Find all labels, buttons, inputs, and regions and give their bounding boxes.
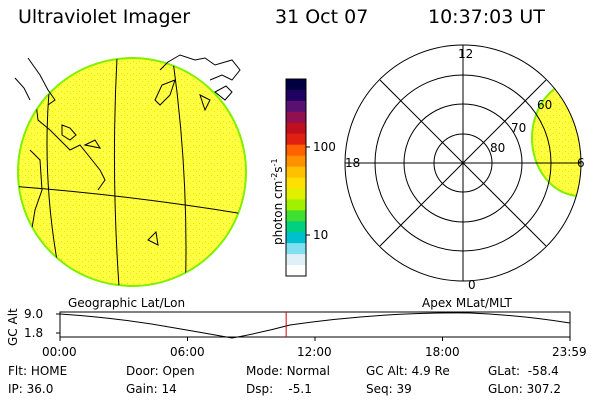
colorbar-cell xyxy=(286,232,306,244)
orbit-xtick-0600: 06:00 xyxy=(170,345,205,359)
colorbar-cell xyxy=(286,100,306,113)
orbit-ytick-min: 1.8 xyxy=(24,326,44,340)
lat-label-70: 70 xyxy=(511,121,527,135)
colorbar-cell xyxy=(286,265,306,277)
colorbar-cell xyxy=(286,144,306,157)
info-glat: GLat: -58.4 xyxy=(488,364,559,378)
info-door: Door: Open xyxy=(126,364,195,378)
colorbar-cell xyxy=(286,221,306,233)
mlt-label-6: 6 xyxy=(577,156,585,170)
orbit-xtick-2359: 23:59 xyxy=(552,345,587,359)
colorbar xyxy=(285,78,310,277)
info-mode: Mode: Normal xyxy=(246,364,330,378)
colorbar-cell xyxy=(286,79,306,91)
colorbar-cell xyxy=(286,111,306,124)
colorbar-cell xyxy=(286,199,306,211)
info-flt: Flt: HOME xyxy=(8,364,68,378)
mlt-label-0: 0 xyxy=(468,278,476,292)
mlt-label-18: 18 xyxy=(345,156,361,170)
colorbar-cell xyxy=(286,177,306,189)
colorbar-cell xyxy=(286,210,306,222)
polar-plot xyxy=(344,44,582,282)
colorbar-tick-100: 100 xyxy=(313,140,336,154)
colorbar-cell xyxy=(286,89,306,102)
geographic-disk xyxy=(14,54,247,287)
geographic-caption: Geographic Lat/Lon xyxy=(68,296,186,310)
info-glon: GLon: 307.2 xyxy=(488,382,561,396)
mlt-label-12: 12 xyxy=(458,47,474,61)
colorbar-unit-label: photon cm-2s-1 xyxy=(270,158,285,245)
orbit-plot xyxy=(56,311,571,341)
colorbar-cell xyxy=(286,188,306,200)
image-title: Ultraviolet Imager xyxy=(18,6,191,28)
image-date: 31 Oct 07 xyxy=(275,6,369,28)
colorbar-cell xyxy=(286,243,306,255)
info-ip: IP: 36.0 xyxy=(8,382,54,396)
orbit-ylabel: GC Alt xyxy=(6,308,20,346)
lat-label-60: 60 xyxy=(537,98,553,112)
colorbar-cell xyxy=(286,122,306,135)
coastlines xyxy=(19,79,211,256)
info-gcalt: GC Alt: 4.9 Re xyxy=(366,364,450,378)
lat-label-80: 80 xyxy=(490,141,506,155)
image-time: 10:37:03 UT xyxy=(428,6,545,28)
earth-disk xyxy=(17,57,247,287)
colorbar-cell xyxy=(286,166,306,178)
coastlines-outside xyxy=(14,54,241,106)
colorbar-cell xyxy=(286,133,306,146)
orbit-xtick-0000: 00:00 xyxy=(42,345,77,359)
altitude-curve xyxy=(59,312,571,339)
orbit-xtick-1800: 18:00 xyxy=(425,345,460,359)
info-seq: Seq: 39 xyxy=(366,382,412,396)
orbit-ytick-max: 9.0 xyxy=(24,307,44,321)
info-gain: Gain: 14 xyxy=(126,382,177,396)
info-dsp: Dsp: -5.1 xyxy=(246,382,312,396)
colorbar-cell xyxy=(286,155,306,168)
apex-caption: Apex MLat/MLT xyxy=(422,296,512,310)
colorbar-tick-10: 10 xyxy=(313,228,329,242)
orbit-xtick-1200: 12:00 xyxy=(297,345,332,359)
colorbar-cell xyxy=(286,254,306,266)
